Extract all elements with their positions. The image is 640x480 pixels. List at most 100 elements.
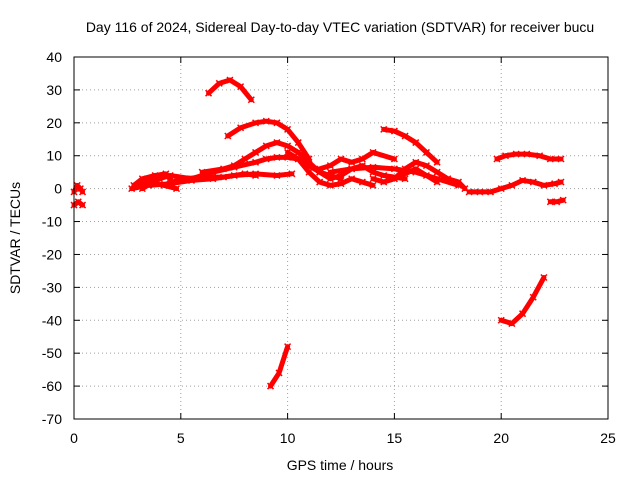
data-point xyxy=(508,181,516,189)
y-tick-label: 0 xyxy=(54,181,62,197)
data-point xyxy=(412,165,420,173)
data-point xyxy=(358,178,366,186)
data-point xyxy=(557,155,565,163)
series-arc-7 xyxy=(205,76,255,104)
data-point xyxy=(138,185,146,193)
data-point xyxy=(155,175,163,183)
data-point xyxy=(486,188,495,196)
data-point xyxy=(433,178,441,186)
data-point xyxy=(288,170,296,178)
data-point xyxy=(433,158,441,166)
data-point xyxy=(390,175,398,183)
data-point xyxy=(262,155,270,163)
data-point xyxy=(168,178,176,186)
data-point xyxy=(252,158,260,166)
y-tick-label: 40 xyxy=(46,49,62,65)
y-tick-label: -70 xyxy=(42,411,62,427)
data-point xyxy=(412,139,420,147)
data-point xyxy=(241,170,249,178)
data-point xyxy=(412,158,420,166)
data-point xyxy=(497,185,505,193)
data-point xyxy=(326,168,334,176)
data-point xyxy=(546,155,554,163)
y-tick-label: -20 xyxy=(42,246,62,262)
data-point xyxy=(369,175,377,183)
data-point xyxy=(433,168,441,176)
data-point xyxy=(275,369,283,377)
data-point xyxy=(326,162,334,170)
data-point xyxy=(497,316,505,324)
data-point xyxy=(508,320,516,328)
series-trace xyxy=(139,179,180,192)
data-point xyxy=(444,175,452,183)
data-point xyxy=(536,152,544,160)
data-point xyxy=(529,178,537,186)
data-point xyxy=(557,178,565,186)
data-point xyxy=(172,185,181,193)
data-point xyxy=(529,293,537,301)
axis-ticks: 0 5 10 15 20 25 40 30 20 10 0 -10 -20 -30 -40 -50 -60 -70 xyxy=(42,49,616,446)
data-point xyxy=(79,188,87,196)
series-arc-17 xyxy=(465,176,565,196)
data-point xyxy=(241,155,249,163)
gridlines xyxy=(74,57,608,419)
data-point xyxy=(337,171,345,180)
data-point xyxy=(326,175,334,183)
x-axis-label: GPS time / hours xyxy=(287,457,394,473)
y-tick-label: 10 xyxy=(46,148,62,164)
y-tick-label: -30 xyxy=(42,279,62,295)
data-point xyxy=(284,343,292,351)
x-tick-label: 5 xyxy=(177,430,185,446)
x-tick-label: 25 xyxy=(600,430,616,446)
data-point xyxy=(138,175,146,183)
series-trace xyxy=(131,171,259,188)
data-point xyxy=(262,117,270,125)
data-point xyxy=(149,178,157,186)
x-tick-label: 20 xyxy=(493,430,509,446)
data-point xyxy=(160,181,168,189)
data-point xyxy=(465,188,473,196)
y-tick-label: 20 xyxy=(46,115,62,131)
data-point xyxy=(284,125,292,133)
series-arc-10 xyxy=(266,343,292,390)
x-tick-label: 0 xyxy=(70,430,78,446)
plot-frame xyxy=(73,56,609,420)
data-point xyxy=(422,162,430,170)
data-point xyxy=(369,181,377,189)
y-tick-label: -40 xyxy=(42,312,62,328)
data-point xyxy=(348,158,356,166)
data-point xyxy=(476,188,484,196)
y-tick-label: -50 xyxy=(42,345,62,361)
data-point xyxy=(166,171,174,180)
data-point xyxy=(237,124,245,132)
x-tick-label: 15 xyxy=(387,430,403,446)
data-point xyxy=(390,155,398,163)
data-point xyxy=(454,178,463,186)
data-point xyxy=(348,175,356,183)
data-point xyxy=(559,196,567,204)
data-point xyxy=(198,168,206,176)
data-point xyxy=(390,127,398,135)
data-point xyxy=(237,83,245,91)
data-point xyxy=(219,173,228,181)
data-point xyxy=(79,201,87,209)
x-tick-label: 10 xyxy=(280,430,296,446)
data-point xyxy=(226,76,234,84)
data-point xyxy=(422,171,430,180)
data-point xyxy=(512,150,520,158)
series-arc-18 xyxy=(493,150,565,163)
data-point xyxy=(337,155,345,163)
data-point xyxy=(205,89,213,97)
data-point xyxy=(262,142,270,150)
series-arc-20 xyxy=(546,196,567,206)
data-marks xyxy=(70,76,567,390)
data-point xyxy=(316,165,324,173)
data-point xyxy=(76,185,84,193)
y-tick-label: 30 xyxy=(46,82,62,98)
series-trace xyxy=(268,344,291,389)
data-point xyxy=(551,180,559,188)
data-point xyxy=(519,310,527,318)
data-point xyxy=(540,273,548,282)
series-trace xyxy=(466,177,564,195)
data-point xyxy=(493,155,501,163)
